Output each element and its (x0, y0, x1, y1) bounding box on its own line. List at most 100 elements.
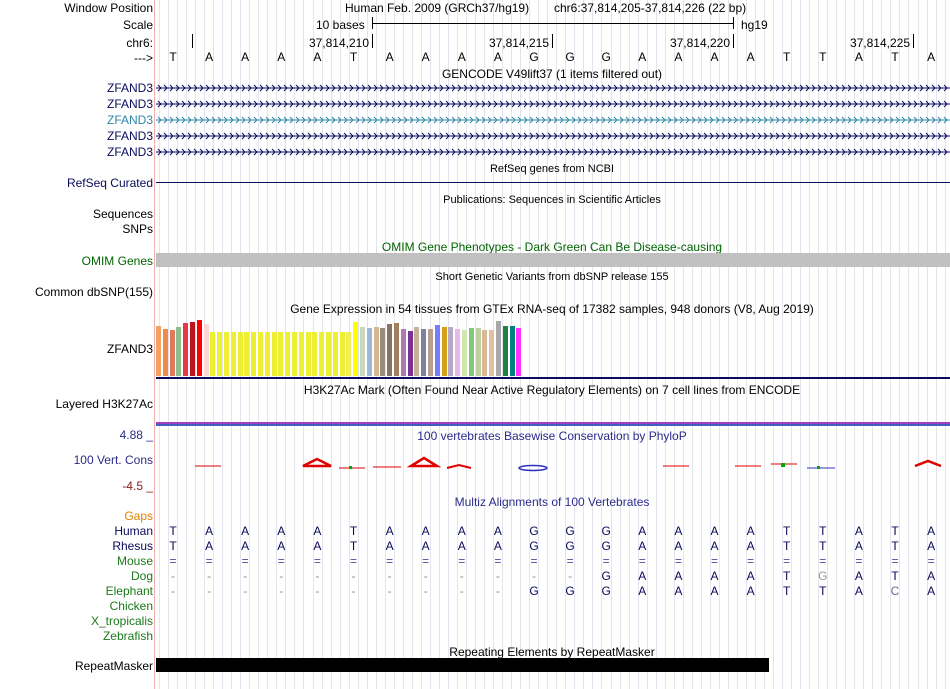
omim-gene-bar[interactable] (156, 253, 950, 267)
base-letter: A (277, 50, 286, 64)
species-label[interactable]: Zebrafish (102, 629, 153, 643)
gtex-tissue-bar[interactable] (448, 327, 454, 376)
gtex-tissue-bar[interactable] (414, 327, 420, 376)
gtex-tissue-bar[interactable] (373, 327, 379, 376)
gencode-transcript-label[interactable]: ZFAND3 (106, 145, 153, 159)
gtex-tissue-bar[interactable] (169, 330, 175, 376)
publications-label[interactable]: Sequences (92, 207, 153, 221)
gtex-tissue-bar[interactable] (210, 332, 216, 376)
dbsnp-label[interactable]: Common dbSNP(155) (34, 285, 153, 299)
gtex-tissue-bar[interactable] (400, 329, 406, 376)
gtex-tissue-bar[interactable] (264, 332, 270, 376)
gtex-tissue-bar[interactable] (285, 332, 291, 376)
gencode-transcript[interactable] (156, 115, 950, 125)
alignment-base: A (710, 539, 719, 553)
gtex-tissue-bar[interactable] (271, 332, 277, 376)
cons-label[interactable]: 100 Vert. Cons (73, 453, 153, 467)
gtex-tissue-bar[interactable] (332, 332, 338, 376)
gencode-transcript-label[interactable]: ZFAND3 (106, 129, 153, 143)
omim-label[interactable]: OMIM Genes (81, 254, 153, 268)
gtex-tissue-bar[interactable] (428, 329, 433, 376)
gtex-tissue-bar[interactable] (292, 332, 297, 376)
gencode-transcript[interactable] (156, 131, 950, 141)
snps-label[interactable]: SNPs (122, 222, 153, 236)
gtex-tissue-bar[interactable] (305, 332, 311, 376)
gtex-tissue-bar[interactable] (156, 326, 161, 376)
gtex-tissue-bar[interactable] (482, 330, 488, 376)
gtex-tissue-bar[interactable] (162, 329, 168, 376)
scale-bar-right (733, 17, 734, 29)
gtex-tissue-bar[interactable] (475, 328, 481, 376)
phylop-logo[interactable] (155, 448, 950, 478)
ruler-tick (913, 34, 914, 48)
gtex-tissue-bar[interactable] (319, 332, 325, 376)
gtex-tissue-bar[interactable] (346, 332, 352, 376)
gtex-tissue-bar[interactable] (489, 330, 495, 376)
gtex-tissue-bar[interactable] (176, 327, 182, 376)
base-letter: A (493, 50, 502, 64)
gtex-tissue-bar[interactable] (516, 328, 522, 376)
gtex-tissue-bar[interactable] (298, 332, 304, 376)
gtex-tissue-bar[interactable] (407, 331, 413, 376)
gtex-tissue-bar[interactable] (183, 323, 189, 376)
species-label[interactable]: Elephant (105, 584, 153, 598)
gencode-transcript[interactable] (156, 83, 950, 93)
gtex-label[interactable]: ZFAND3 (106, 342, 153, 356)
gtex-tissue-bar[interactable] (380, 328, 386, 376)
gtex-tissue-bar[interactable] (366, 328, 372, 376)
alignment-base: T (783, 584, 791, 598)
gtex-tissue-bar[interactable] (387, 324, 393, 376)
gtex-tissue-bar[interactable] (353, 322, 359, 376)
gtex-tissue-bar[interactable] (441, 327, 447, 376)
gtex-tissue-bar[interactable] (278, 332, 284, 376)
alignment-base: A (746, 569, 755, 583)
ruler-tick-label: 37,814,210 (308, 36, 369, 50)
gtex-tissue-bar[interactable] (258, 332, 263, 376)
gtex-tissue-bar[interactable] (462, 330, 467, 376)
species-label[interactable]: Human (114, 524, 153, 538)
refseq-label[interactable]: RefSeq Curated (66, 176, 153, 190)
gencode-transcript-label[interactable]: ZFAND3 (106, 113, 153, 127)
h3k27ac-label[interactable]: Layered H3K27Ac (55, 397, 153, 411)
ruler-start-tick (192, 34, 193, 48)
gencode-transcript[interactable] (156, 99, 950, 109)
species-label[interactable]: Chicken (109, 599, 153, 613)
gtex-tissue-bar[interactable] (230, 332, 236, 376)
alignment-base: A (674, 539, 683, 553)
repeatmasker-label[interactable]: RepeatMasker (74, 659, 153, 673)
gtex-tissue-bar[interactable] (203, 324, 209, 376)
gtex-tissue-bar[interactable] (190, 322, 195, 376)
refseq-gene-line[interactable] (156, 182, 950, 183)
gencode-transcript-label[interactable]: ZFAND3 (106, 97, 153, 111)
gtex-tissue-bar[interactable] (224, 332, 229, 376)
strand-arrow-label[interactable]: ---> (134, 51, 153, 65)
gtex-tissue-bar[interactable] (312, 332, 318, 376)
gtex-tissue-bar[interactable] (237, 332, 243, 376)
gtex-tissue-bar[interactable] (339, 332, 345, 376)
species-label[interactable]: Rhesus (112, 539, 153, 553)
refseq-title: RefSeq genes from NCBI (489, 163, 615, 175)
gtex-tissue-bar[interactable] (326, 332, 331, 376)
gtex-tissue-bar[interactable] (468, 328, 474, 376)
gencode-transcript[interactable] (156, 147, 950, 157)
repeatmasker-bar[interactable] (156, 658, 769, 672)
species-label[interactable]: X_tropicalis (90, 614, 153, 628)
gtex-tissue-bar[interactable] (434, 325, 440, 376)
gtex-tissue-bar[interactable] (360, 327, 365, 376)
gtex-tissue-bar[interactable] (196, 320, 202, 376)
gtex-tissue-bar[interactable] (217, 332, 223, 376)
gtex-tissue-bar[interactable] (509, 326, 515, 376)
gtex-tissue-bar[interactable] (421, 329, 427, 376)
gtex-tissue-bar[interactable] (496, 321, 501, 376)
gtex-tissue-bar[interactable] (244, 332, 250, 376)
alignment-base: = (422, 554, 430, 568)
gencode-transcript-label[interactable]: ZFAND3 (106, 81, 153, 95)
gtex-tissue-bar[interactable] (502, 326, 508, 376)
gtex-tissue-bar[interactable] (251, 332, 257, 376)
species-label[interactable]: Dog (130, 569, 153, 583)
db-label: hg19 (741, 18, 768, 32)
gtex-tissue-bar[interactable] (394, 323, 399, 376)
alignment-base: - (423, 569, 428, 583)
gtex-tissue-bar[interactable] (455, 329, 461, 376)
species-label[interactable]: Mouse (116, 554, 153, 568)
